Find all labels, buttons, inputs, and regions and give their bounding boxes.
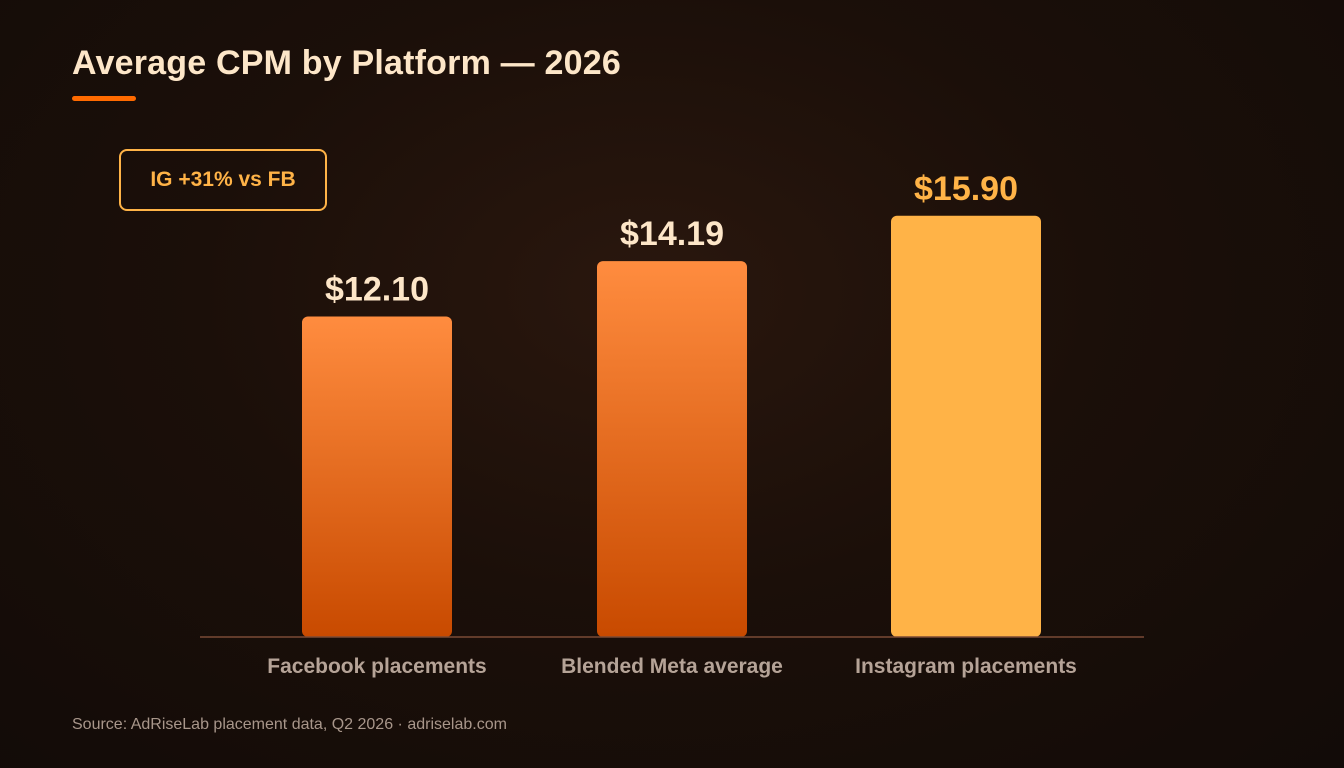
- bar-chart: $12.10 Facebook placements $14.19 Blended M…: [200, 170, 1144, 678]
- chart-title: Average CPM by Platform — 2026: [72, 44, 621, 82]
- bars-group: [302, 215, 1041, 637]
- comparison-callout-badge: IG +31% vs FB: [119, 149, 327, 211]
- value-label-blended-meta-average: $14.19: [620, 215, 724, 253]
- category-label-blended-meta-average: Blended Meta average: [561, 655, 783, 678]
- bar-facebook-placements: [302, 316, 452, 637]
- bar-blended-meta-average: [597, 261, 747, 637]
- category-label-instagram-placements: Instagram placements: [855, 655, 1077, 678]
- labels-group: $12.10 Facebook placements $14.19 Blended M…: [267, 170, 1077, 678]
- source-note: Source: AdRiseLab placement data, Q2 202…: [72, 716, 507, 733]
- bar-instagram-placements: [891, 215, 1041, 637]
- title-underline-accent: [72, 96, 136, 101]
- value-label-instagram-placements: $15.90: [914, 170, 1018, 208]
- category-label-facebook-placements: Facebook placements: [267, 655, 486, 678]
- value-label-facebook-placements: $12.10: [325, 270, 429, 308]
